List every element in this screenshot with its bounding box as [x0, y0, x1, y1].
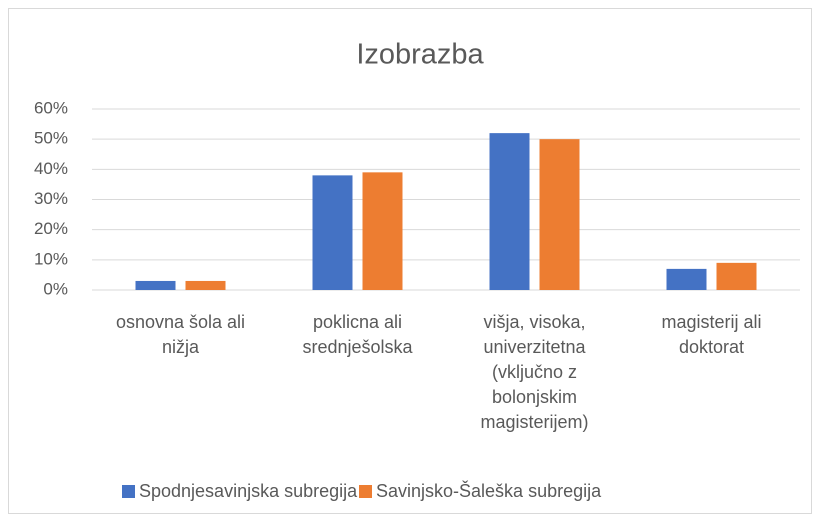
chart-title: Izobrazba — [356, 39, 484, 71]
bar — [489, 133, 530, 290]
bar — [362, 172, 403, 290]
y-tick-label: 40% — [34, 159, 68, 178]
y-tick-label: 50% — [34, 129, 68, 148]
x-tick-label: višja, visoka, univerzitetna (vključno z… — [480, 312, 589, 432]
bar — [135, 280, 176, 290]
bar — [539, 139, 580, 290]
x-tick-label: osnovna šola ali nižja — [115, 312, 246, 357]
y-tick-label: 30% — [34, 189, 68, 208]
legend-swatch — [122, 485, 135, 498]
legend-label: Spodnjesavinjska subregija — [139, 481, 358, 501]
x-tick-label: magisterij ali doktorat — [661, 312, 762, 357]
bar — [185, 280, 226, 290]
bar — [666, 268, 707, 290]
bar — [716, 262, 757, 290]
bar — [312, 175, 353, 290]
y-tick-label: 10% — [34, 249, 68, 268]
y-tick-label: 0% — [43, 279, 68, 298]
y-tick-label: 20% — [34, 219, 68, 238]
x-tick-label: poklicna ali srednješolska — [302, 312, 413, 357]
legend-swatch — [359, 485, 372, 498]
chart-border — [8, 8, 812, 514]
legend-label: Savinjsko-Šaleška subregija — [376, 480, 602, 501]
y-tick-label: 60% — [34, 98, 68, 117]
